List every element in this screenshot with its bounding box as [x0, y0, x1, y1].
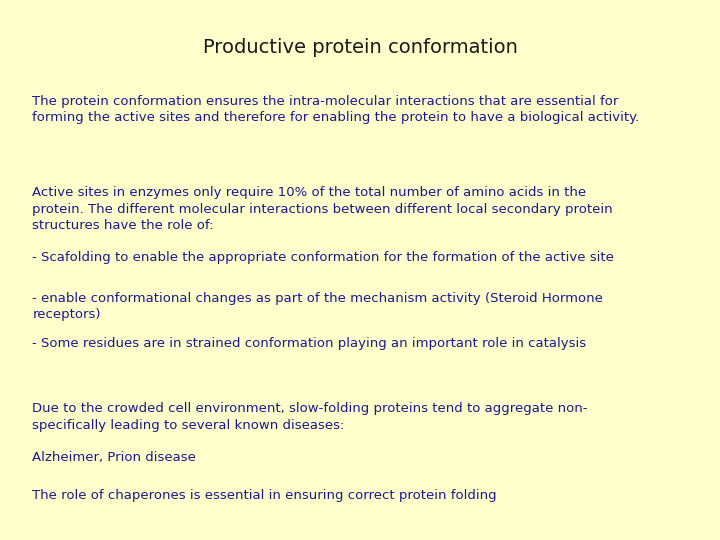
Text: Due to the crowded cell environment, slow-folding proteins tend to aggregate non: Due to the crowded cell environment, slo… [32, 402, 588, 432]
Text: - Some residues are in strained conformation playing an important role in cataly: - Some residues are in strained conforma… [32, 338, 587, 350]
Text: Productive protein conformation: Productive protein conformation [202, 38, 518, 57]
Text: - Scafolding to enable the appropriate conformation for the formation of the act: - Scafolding to enable the appropriate c… [32, 251, 614, 264]
Text: Active sites in enzymes only require 10% of the total number of amino acids in t: Active sites in enzymes only require 10%… [32, 186, 613, 232]
Text: The role of chaperones is essential in ensuring correct protein folding: The role of chaperones is essential in e… [32, 489, 497, 502]
Text: - enable conformational changes as part of the mechanism activity (Steroid Hormo: - enable conformational changes as part … [32, 292, 603, 321]
Text: Alzheimer, Prion disease: Alzheimer, Prion disease [32, 451, 197, 464]
Text: The protein conformation ensures the intra-molecular interactions that are essen: The protein conformation ensures the int… [32, 94, 639, 124]
